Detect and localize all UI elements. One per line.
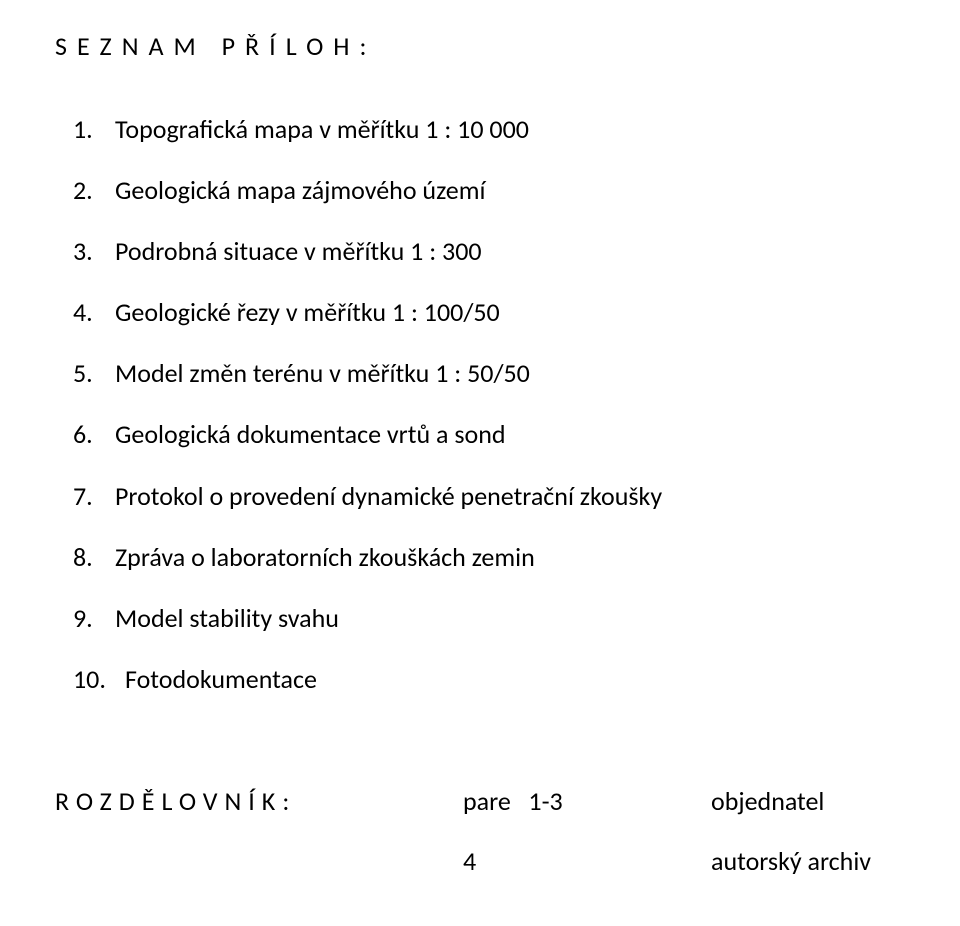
list-item: 1. Topografická mapa v měřítku 1 : 10 00… xyxy=(73,112,910,147)
list-item-number: 5. xyxy=(73,356,115,391)
list-item-number: 6. xyxy=(73,417,115,452)
list-item-text: Protokol o provedení dynamické penetračn… xyxy=(115,479,910,514)
attachments-list: 1. Topografická mapa v měřítku 1 : 10 00… xyxy=(73,112,910,697)
list-item-text: Podrobná situace v měřítku 1 : 300 xyxy=(115,234,910,269)
list-item-text: Geologická dokumentace vrtů a sond xyxy=(115,417,910,452)
distribution-range: 4 xyxy=(463,845,711,877)
list-item-number: 7. xyxy=(73,479,115,514)
distribution-label: ROZDĚLOVNÍK: xyxy=(55,785,463,817)
list-item: 2. Geologická mapa zájmového území xyxy=(73,173,910,208)
list-item: 5. Model změn terénu v měřítku 1 : 50/50 xyxy=(73,356,910,391)
distribution-row: ROZDĚLOVNÍK: pare 1-3 objednatel xyxy=(55,785,910,817)
distribution-row: 4 autorský archiv xyxy=(55,845,910,877)
list-item-number: 9. xyxy=(73,601,115,636)
list-item-number: 8. xyxy=(73,540,115,575)
list-item-text: Geologická mapa zájmového území xyxy=(115,173,910,208)
list-item-text: Topografická mapa v měřítku 1 : 10 000 xyxy=(115,112,910,147)
list-item-text: Model stability svahu xyxy=(115,601,910,636)
distribution-recipient: objednatel xyxy=(711,785,910,817)
list-item: 6. Geologická dokumentace vrtů a sond xyxy=(73,417,910,452)
list-item: 4. Geologické řezy v měřítku 1 : 100/50 xyxy=(73,295,910,330)
distribution-range: pare 1-3 xyxy=(463,785,711,817)
list-item: 7. Protokol o provedení dynamické penetr… xyxy=(73,479,910,514)
list-item-number: 2. xyxy=(73,173,115,208)
list-item: 3. Podrobná situace v měřítku 1 : 300 xyxy=(73,234,910,269)
list-item: 8. Zpráva o laboratorních zkouškách zemi… xyxy=(73,540,910,575)
list-item-number: 1. xyxy=(73,112,115,147)
list-item-text: Fotodokumentace xyxy=(125,662,910,697)
list-item: 10. Fotodokumentace xyxy=(73,662,910,697)
list-item-number: 4. xyxy=(73,295,115,330)
distribution-section: ROZDĚLOVNÍK: pare 1-3 objednatel 4 autor… xyxy=(55,785,910,877)
list-item-text: Zpráva o laboratorních zkouškách zemin xyxy=(115,540,910,575)
list-item: 9. Model stability svahu xyxy=(73,601,910,636)
attachments-title: SEZNAM PŘÍLOH: xyxy=(55,30,910,62)
distribution-recipient: autorský archiv xyxy=(711,845,910,877)
list-item-number: 10. xyxy=(73,662,125,697)
list-item-text: Geologické řezy v měřítku 1 : 100/50 xyxy=(115,295,910,330)
list-item-number: 3. xyxy=(73,234,115,269)
list-item-text: Model změn terénu v měřítku 1 : 50/50 xyxy=(115,356,910,391)
